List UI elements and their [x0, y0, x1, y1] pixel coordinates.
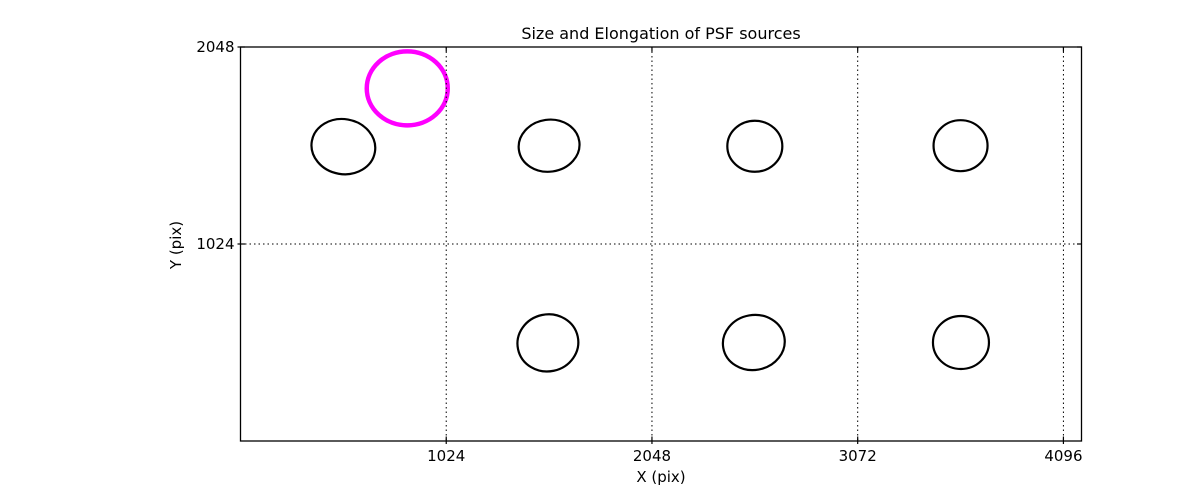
x-tick-label: 3072 [838, 447, 877, 465]
psf-ellipse [726, 119, 784, 173]
psf-ellipse [931, 314, 991, 371]
psf-ellipse [721, 313, 786, 372]
psf-ellipse [516, 313, 580, 373]
x-tick-label: 1024 [427, 447, 466, 465]
psf-ellipse [932, 119, 989, 173]
chart-title: Size and Elongation of PSF sources [521, 24, 801, 43]
y-tick-label: 2048 [196, 38, 235, 56]
psf-ellipse [517, 118, 581, 173]
x-tick-label: 4096 [1044, 447, 1083, 465]
plot-border [239, 46, 1083, 442]
psf-ellipse [310, 117, 377, 176]
x-tick-label: 2048 [632, 447, 672, 465]
y-tick-label: 1024 [196, 235, 235, 253]
highlighted-psf-ellipse [364, 49, 451, 128]
x-axis-label: X (pix) [636, 468, 686, 486]
